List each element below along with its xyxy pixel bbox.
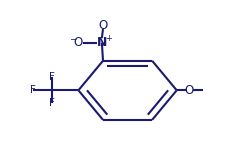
Text: O: O (184, 84, 193, 97)
Text: +: + (104, 34, 111, 43)
Text: O: O (73, 36, 82, 49)
Text: O: O (98, 19, 107, 32)
Text: −: − (69, 34, 76, 43)
Text: F: F (49, 98, 55, 108)
Text: N: N (96, 36, 106, 49)
Text: F: F (49, 72, 55, 82)
Text: F: F (30, 85, 36, 95)
